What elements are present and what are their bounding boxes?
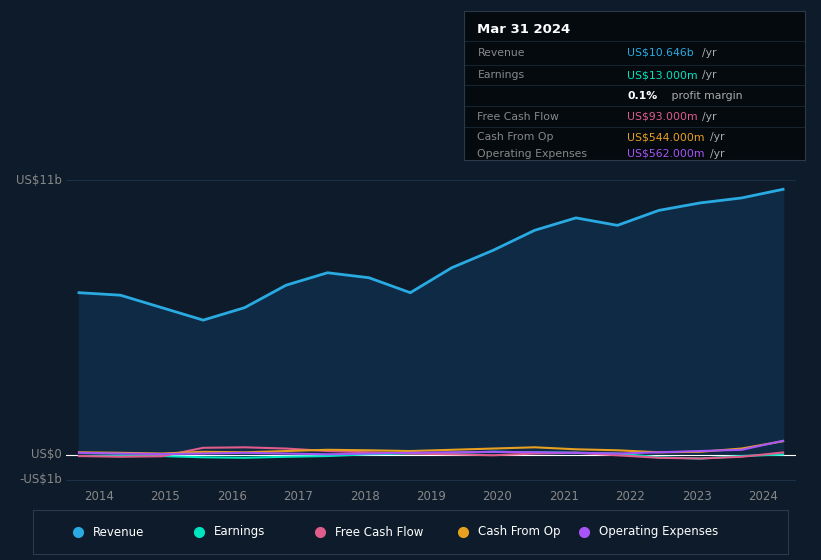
Text: Earnings: Earnings (214, 525, 265, 539)
Text: US$544.000m: US$544.000m (627, 132, 705, 142)
Text: 2018: 2018 (350, 490, 379, 503)
Text: 2015: 2015 (150, 490, 180, 503)
Text: Free Cash Flow: Free Cash Flow (335, 525, 424, 539)
Text: /yr: /yr (702, 48, 717, 58)
Text: 2017: 2017 (283, 490, 313, 503)
Text: /yr: /yr (702, 70, 717, 80)
Text: Revenue: Revenue (94, 525, 144, 539)
Text: Cash From Op: Cash From Op (479, 525, 561, 539)
Text: -US$1b: -US$1b (19, 473, 62, 486)
Text: Revenue: Revenue (478, 48, 525, 58)
Text: 0.1%: 0.1% (627, 91, 658, 101)
Text: US$562.000m: US$562.000m (627, 148, 705, 158)
Text: US$10.646b: US$10.646b (627, 48, 695, 58)
Text: 2020: 2020 (483, 490, 512, 503)
Text: US$0: US$0 (31, 449, 62, 461)
Text: 2021: 2021 (549, 490, 579, 503)
Text: US$11b: US$11b (16, 174, 62, 187)
Text: Free Cash Flow: Free Cash Flow (478, 111, 559, 122)
Text: 2016: 2016 (217, 490, 246, 503)
Text: US$93.000m: US$93.000m (627, 111, 698, 122)
Text: 2019: 2019 (416, 490, 446, 503)
Text: Operating Expenses: Operating Expenses (478, 148, 588, 158)
Text: Earnings: Earnings (478, 70, 525, 80)
Text: 2023: 2023 (682, 490, 712, 503)
Text: profit margin: profit margin (668, 91, 743, 101)
Text: /yr: /yr (710, 148, 724, 158)
Text: /yr: /yr (702, 111, 717, 122)
Text: US$13.000m: US$13.000m (627, 70, 698, 80)
Text: /yr: /yr (710, 132, 724, 142)
Text: 2024: 2024 (748, 490, 778, 503)
Text: 2014: 2014 (84, 490, 114, 503)
Text: Operating Expenses: Operating Expenses (599, 525, 718, 539)
Text: Mar 31 2024: Mar 31 2024 (478, 22, 571, 35)
Text: 2022: 2022 (616, 490, 645, 503)
Text: Cash From Op: Cash From Op (478, 132, 554, 142)
